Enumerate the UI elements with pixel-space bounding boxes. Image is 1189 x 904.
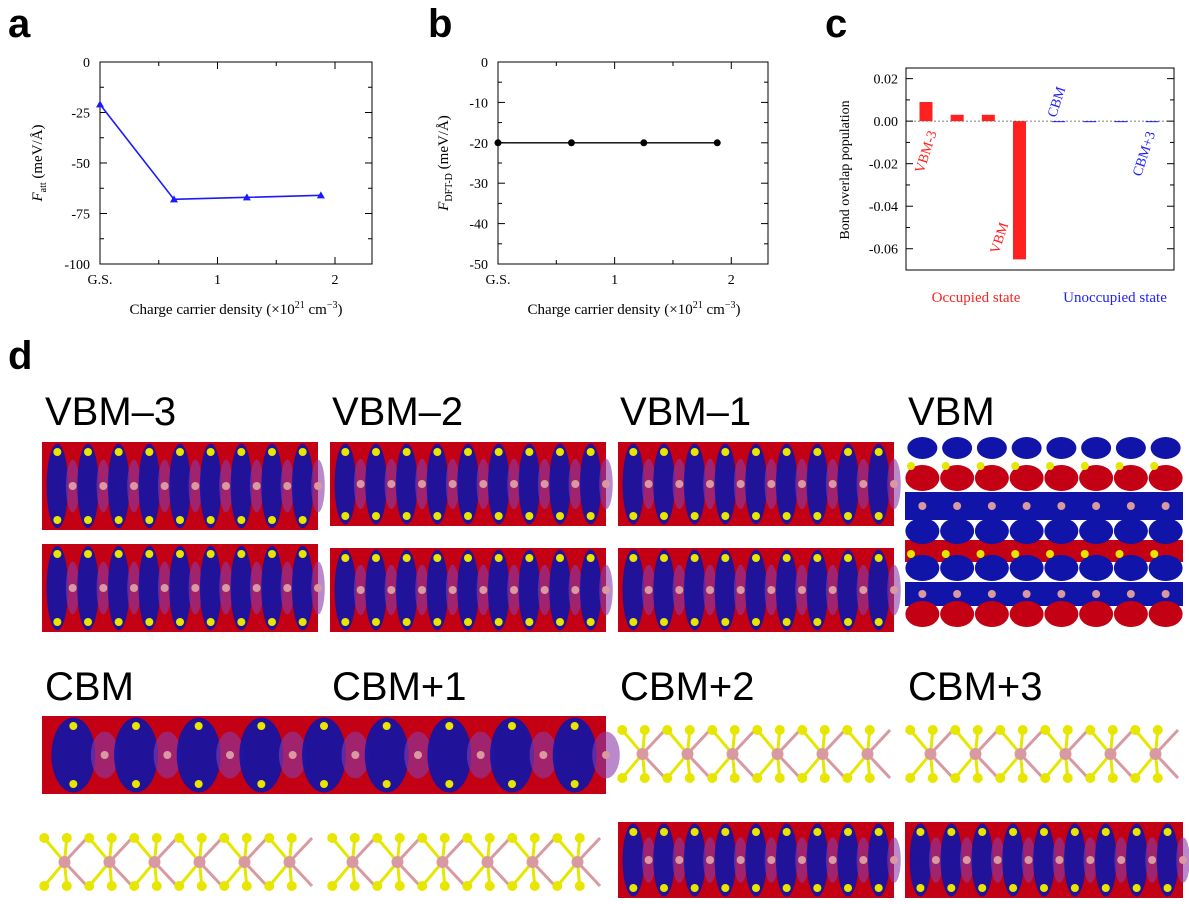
state-title-cbm1: CBM+1 [332, 665, 467, 709]
bar-vbm-3 [919, 102, 933, 122]
structure-cbm2 [617, 725, 892, 783]
data-point [316, 191, 325, 199]
data-point [169, 195, 178, 203]
x-axis-label-a: Charge carrier density (×1021 cm−3) [130, 300, 343, 318]
data-point [567, 139, 575, 147]
panel-letter-d: d [8, 334, 33, 378]
state-title-vbm2: VBM–2 [332, 390, 464, 434]
chart-b: 0 -10 -20 -30 -40 -50 G.S. 1 2 FDFT-D (meV/Å) C… [436, 56, 769, 318]
y-tick-label: -0.04 [869, 200, 898, 215]
y-tick-label: -10 [469, 96, 488, 111]
y-tick-label: -0.06 [869, 243, 898, 258]
orbital-vbm3-a [42, 442, 325, 530]
plot-frame-c [905, 67, 1175, 271]
x-tick-label: 1 [214, 273, 221, 288]
series-line-a [99, 103, 321, 201]
y-axis-label-a: Fatt (meV/Å) [30, 124, 49, 202]
x-tick-label: G.S. [486, 273, 511, 288]
data-point [640, 139, 648, 147]
plot-frame-a [99, 61, 373, 265]
x-tick-label: 2 [728, 273, 735, 288]
panel-letter-c: c [825, 2, 848, 46]
y-axis-label-c: Bond overlap population [838, 100, 853, 239]
y-tick-label: -20 [469, 137, 488, 152]
orbital-vbm2-a [330, 442, 613, 526]
orbital-cbm-cbm1 [42, 716, 620, 794]
y-tick-label: -75 [71, 208, 90, 223]
orbital-vbm2-b [330, 548, 613, 632]
group-label-occupied: Occupied state [932, 290, 1021, 306]
bar-label-vbm: VBM [988, 220, 1012, 255]
y-tick-label: -0.02 [869, 158, 898, 173]
data-point [494, 139, 502, 147]
bar-label-cbm3: CBM+3 [1131, 130, 1159, 178]
bar-label-cbm: CBM [1045, 84, 1069, 119]
state-title-vbm3: VBM–3 [45, 390, 177, 434]
y-tick-label: 0 [481, 56, 488, 71]
orbital-cbm3 [905, 822, 1189, 898]
bar-vbm-1 [981, 114, 995, 122]
x-axis-label-b: Charge carrier density (×1021 cm−3) [528, 300, 741, 318]
structure-cbm1 [327, 833, 602, 891]
y-tick-label: 0 [83, 56, 90, 71]
plot-frame-b [497, 61, 769, 265]
panel-letter-b: b [428, 2, 453, 46]
bar-cbm [1052, 121, 1066, 123]
bar-label-vbm3: VBM-3 [913, 129, 941, 175]
orbital-vbm [905, 437, 1183, 627]
structure-cbm [39, 833, 314, 891]
chart-a: 0 -25 -50 -75 -100 G.S. 1 2 Fatt (meV/Å) Charg… [30, 56, 373, 318]
bar-cbm+1 [1083, 121, 1097, 123]
state-title-cbm2: CBM+2 [620, 665, 755, 709]
data-point [96, 100, 104, 108]
y-tick-label: 0.02 [874, 73, 899, 88]
y-tick-label: -30 [469, 177, 488, 192]
state-title-vbm1: VBM–1 [620, 390, 752, 434]
orbital-vbm3-b [42, 544, 325, 632]
y-tick-label: -40 [469, 218, 488, 233]
bar-cbm+3 [1145, 121, 1159, 123]
y-tick-label: -25 [71, 107, 90, 122]
x-tick-label: 2 [332, 273, 339, 288]
state-title-cbm: CBM [45, 665, 134, 709]
data-point [242, 193, 251, 201]
orbital-vbm1-b [618, 548, 901, 632]
y-tick-label: -100 [64, 258, 90, 273]
y-tick-label: -50 [469, 258, 488, 273]
orbital-cbm2 [618, 822, 901, 898]
y-tick-label: -50 [71, 157, 90, 172]
x-tick-label: 1 [611, 273, 618, 288]
panel-letter-a: a [8, 2, 31, 46]
state-title-cbm3: CBM+3 [908, 665, 1043, 709]
bar-vbm-2 [950, 114, 964, 122]
y-tick-label: 0.00 [874, 115, 899, 130]
data-point [713, 139, 721, 147]
bar-vbm [1012, 121, 1026, 260]
bar-cbm+2 [1114, 121, 1128, 123]
y-axis-label-b: FDFT-D (meV/Å) [436, 115, 455, 212]
orbital-vbm1-a [618, 442, 901, 526]
structure-cbm3 [905, 725, 1180, 783]
chart-c: 0.02 0.00 -0.02 -0.04 -0.06 Bond overlap pop… [838, 67, 1175, 306]
group-label-unoccupied: Unoccupied state [1063, 290, 1167, 306]
state-title-vbm: VBM [908, 390, 995, 434]
x-tick-label: G.S. [88, 273, 113, 288]
